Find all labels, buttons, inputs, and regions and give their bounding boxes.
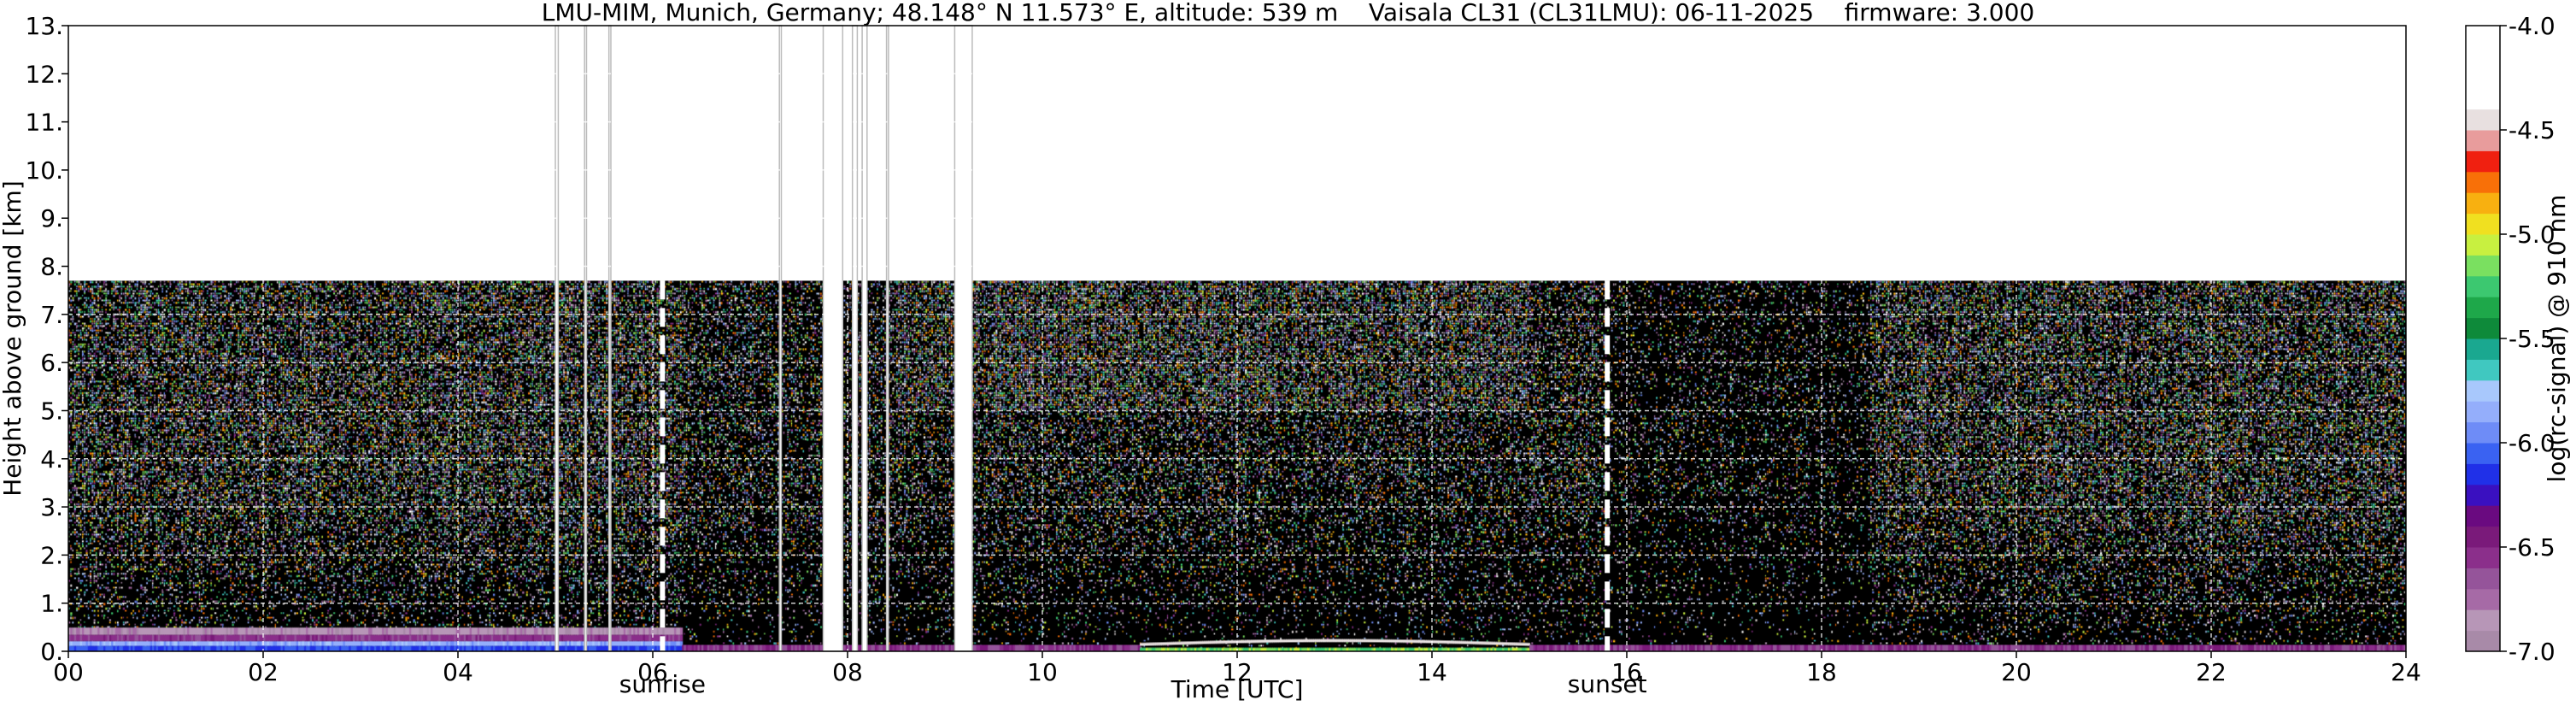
y-tick-label: 3. [40, 493, 63, 521]
colorbar-level [2466, 234, 2500, 256]
y-tick-label: 7. [40, 301, 63, 329]
x-tick-label: 00 [53, 658, 84, 686]
chart-title: LMU-MIM, Munich, Germany; 48.148° N 11.5… [541, 0, 2035, 26]
missing-data-column [885, 25, 889, 652]
x-tick-label: 24 [2391, 658, 2421, 686]
x-tick-label: 12 [1222, 658, 1253, 686]
colorbar-level [2466, 213, 2500, 235]
y-tick-label: 11. [25, 109, 63, 137]
colorbar-level [2466, 109, 2500, 131]
colorbar-level [2466, 588, 2500, 610]
colorbar-level [2466, 255, 2500, 277]
colorbar-tick-label: -4.0 [2509, 12, 2555, 40]
colorbar-tick-label: -5.5 [2509, 325, 2555, 353]
colorbar-level [2466, 359, 2500, 381]
colorbar-level [2466, 338, 2500, 360]
colorbar-level [2466, 526, 2500, 548]
colorbar-level [2466, 130, 2500, 151]
y-tick-label: 5. [40, 397, 63, 425]
x-tick-label: 20 [2001, 658, 2032, 686]
colorbar-level [2466, 463, 2500, 485]
colorbar-level [2466, 630, 2500, 652]
y-tick-label: 6. [40, 349, 63, 377]
x-tick-label: 22 [2196, 658, 2227, 686]
x-tick-label: 14 [1417, 658, 1447, 686]
y-axis-label: Height above ground [km] [0, 180, 26, 497]
y-tick-label: 0. [40, 638, 63, 666]
colorbar-level [2466, 26, 2500, 110]
colorbar-level [2466, 568, 2500, 590]
y-tick-label: 8. [40, 253, 63, 281]
colorbar-tick-label: -6.5 [2509, 533, 2555, 562]
x-tick-label: 02 [248, 658, 279, 686]
colorbar-level [2466, 297, 2500, 319]
colorbar-level [2466, 547, 2500, 568]
x-tick-label: 16 [1611, 658, 1642, 686]
y-tick-label: 1. [40, 590, 63, 618]
y-tick-label: 2. [40, 541, 63, 569]
missing-data-column [861, 25, 868, 652]
x-tick-label: 04 [443, 658, 473, 686]
colorbar-tick-label: -5.0 [2509, 221, 2555, 249]
colorbar-level [2466, 275, 2500, 297]
colorbar-tick-label: -4.5 [2509, 116, 2555, 144]
missing-data-column [584, 25, 588, 652]
colorbar-level [2466, 484, 2500, 506]
y-tick-label: 13. [25, 12, 63, 40]
colorbar-level [2466, 401, 2500, 423]
colorbar-level [2466, 171, 2500, 193]
missing-data-column [954, 25, 973, 652]
x-axis-label: Time [UTC] [1171, 675, 1304, 703]
colorbar-level [2466, 609, 2500, 632]
colorbar-level [2466, 505, 2500, 527]
sunrise-label: sunrise [619, 670, 706, 698]
y-tick-label: 12. [25, 60, 63, 88]
x-tick-label: 10 [1027, 658, 1058, 686]
y-tick-label: 10. [25, 156, 63, 185]
colorbar-level [2466, 379, 2500, 402]
colorbar-level [2466, 317, 2500, 339]
x-tick-label: 08 [832, 658, 863, 686]
colorbar-tick-label: -7.0 [2509, 638, 2555, 666]
colorbar-label: log(rc-signal) @ 910 nm [2543, 195, 2571, 483]
missing-data-column [851, 25, 859, 652]
missing-data-column [822, 25, 844, 652]
sunset-label: sunset [1568, 670, 1647, 698]
colorbar-level [2466, 421, 2500, 444]
colorbar-level [2466, 443, 2500, 464]
y-tick-label: 4. [40, 445, 63, 474]
colorbar-level [2466, 192, 2500, 215]
x-tick-label: 06 [637, 658, 668, 686]
y-tick-label: 9. [40, 204, 63, 232]
missing-data-column [607, 25, 612, 652]
missing-data-column [778, 25, 783, 652]
colorbar-tick-label: -6.0 [2509, 429, 2555, 457]
x-tick-label: 18 [1806, 658, 1837, 686]
colorbar-level [2466, 150, 2500, 173]
missing-data-column [555, 25, 560, 652]
